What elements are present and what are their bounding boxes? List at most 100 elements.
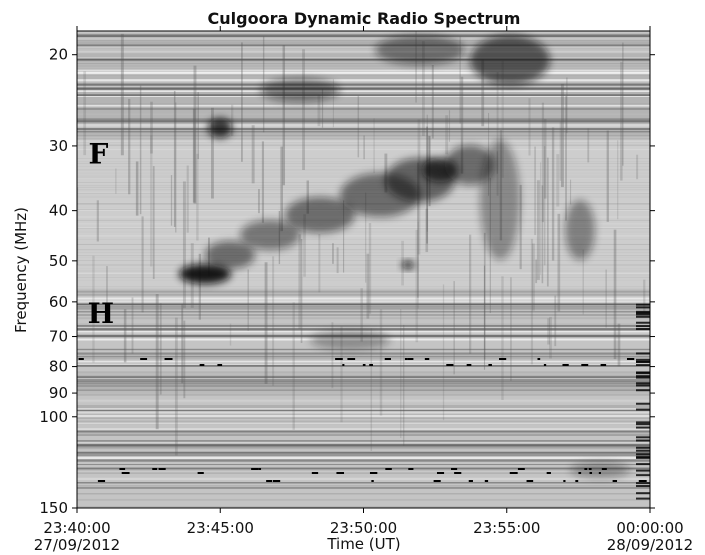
texture-line bbox=[77, 216, 650, 218]
texture-dot bbox=[97, 480, 106, 482]
texture-streak bbox=[460, 76, 464, 174]
texture-streak bbox=[159, 303, 162, 395]
texture-streak bbox=[425, 208, 429, 253]
texture-line bbox=[77, 356, 650, 360]
texture-line bbox=[77, 271, 650, 273]
texture-line bbox=[77, 393, 650, 396]
texture-streak bbox=[617, 140, 619, 220]
texture-streak bbox=[139, 85, 142, 215]
texture-line bbox=[77, 231, 650, 233]
texture-line bbox=[77, 31, 650, 33]
texture-line bbox=[77, 80, 650, 83]
texture-streak bbox=[459, 36, 461, 124]
texture-dot bbox=[272, 480, 281, 482]
texture-streak bbox=[445, 115, 449, 155]
texture-edge bbox=[636, 312, 650, 315]
texture-blob bbox=[260, 78, 340, 102]
texture-blob bbox=[375, 35, 465, 65]
texture-line bbox=[77, 414, 650, 418]
texture-edge bbox=[636, 360, 650, 363]
texture-edge bbox=[636, 485, 650, 488]
texture-edge bbox=[636, 306, 650, 309]
texture-streak bbox=[357, 95, 360, 158]
texture-line bbox=[77, 220, 650, 221]
texture-streak bbox=[241, 42, 243, 162]
texture-dot bbox=[589, 472, 593, 474]
texture-line bbox=[77, 250, 650, 251]
texture-edge bbox=[636, 408, 650, 411]
texture-line bbox=[77, 147, 650, 149]
texture-line bbox=[77, 352, 650, 355]
texture-dot bbox=[563, 480, 566, 482]
texture-line bbox=[77, 117, 650, 121]
texture-line bbox=[77, 131, 650, 133]
texture-line bbox=[77, 107, 650, 109]
y-axis-label: Frequency (MHz) bbox=[12, 207, 30, 333]
x-date-label: 27/09/2012 bbox=[34, 536, 120, 554]
texture-line bbox=[77, 235, 650, 237]
texture-dot bbox=[581, 364, 589, 366]
texture-line bbox=[77, 235, 650, 236]
texture-line bbox=[77, 267, 650, 268]
texture-line bbox=[77, 72, 650, 75]
texture-edge bbox=[636, 463, 650, 466]
texture-streak bbox=[120, 33, 124, 156]
texture-streak bbox=[336, 247, 339, 274]
texture-blob bbox=[570, 462, 630, 478]
texture-streak bbox=[373, 118, 375, 174]
annotation: F bbox=[89, 137, 109, 170]
texture-streak bbox=[92, 255, 95, 363]
texture-line bbox=[77, 389, 650, 392]
y-tick-label: 150 bbox=[39, 499, 68, 517]
texture-line bbox=[77, 86, 650, 88]
texture-dot bbox=[336, 472, 345, 474]
texture-line bbox=[77, 161, 650, 162]
texture-line bbox=[77, 173, 650, 175]
texture-streak bbox=[272, 256, 275, 386]
texture-streak bbox=[566, 77, 568, 134]
y-tick-label: 20 bbox=[49, 46, 68, 64]
texture-line bbox=[77, 220, 650, 221]
texture-streak bbox=[150, 135, 153, 267]
texture-line bbox=[77, 382, 650, 385]
texture-dot bbox=[199, 364, 205, 366]
texture-streak bbox=[211, 107, 214, 199]
texture-line bbox=[77, 264, 650, 266]
texture-streak bbox=[298, 234, 301, 330]
texture-streak bbox=[141, 216, 144, 313]
texture-line bbox=[77, 135, 650, 137]
texture-line bbox=[77, 354, 650, 357]
texture-edge bbox=[636, 313, 650, 316]
texture-streak bbox=[332, 243, 334, 264]
texture-edge bbox=[636, 376, 650, 379]
texture-streak bbox=[422, 41, 425, 137]
texture-line bbox=[77, 391, 650, 394]
texture-line bbox=[77, 387, 650, 389]
texture-line bbox=[77, 256, 650, 258]
texture-streak bbox=[519, 184, 522, 270]
texture-streak bbox=[554, 295, 557, 347]
texture-dot bbox=[436, 472, 445, 474]
texture-line bbox=[77, 145, 650, 146]
texture-dot bbox=[546, 472, 551, 474]
x-tick-label: 23:40:00 bbox=[43, 519, 110, 537]
texture-dot bbox=[600, 364, 607, 366]
texture-streak bbox=[182, 181, 186, 309]
texture-blob bbox=[310, 330, 390, 350]
texture-line bbox=[77, 506, 650, 508]
texture-edge bbox=[636, 358, 650, 361]
texture-dot bbox=[526, 480, 534, 482]
texture-line bbox=[77, 313, 650, 317]
texture-line bbox=[77, 408, 650, 410]
texture-line bbox=[77, 451, 650, 454]
spectrum-texture bbox=[77, 31, 650, 508]
texture-dot bbox=[584, 468, 588, 470]
texture-line bbox=[77, 33, 650, 36]
y-tick-label: 30 bbox=[49, 137, 68, 155]
texture-line bbox=[77, 454, 650, 457]
texture-streak bbox=[363, 135, 365, 160]
texture-streak bbox=[613, 229, 617, 360]
texture-streak bbox=[544, 118, 547, 199]
texture-line bbox=[77, 298, 650, 300]
texture-line bbox=[77, 293, 650, 296]
